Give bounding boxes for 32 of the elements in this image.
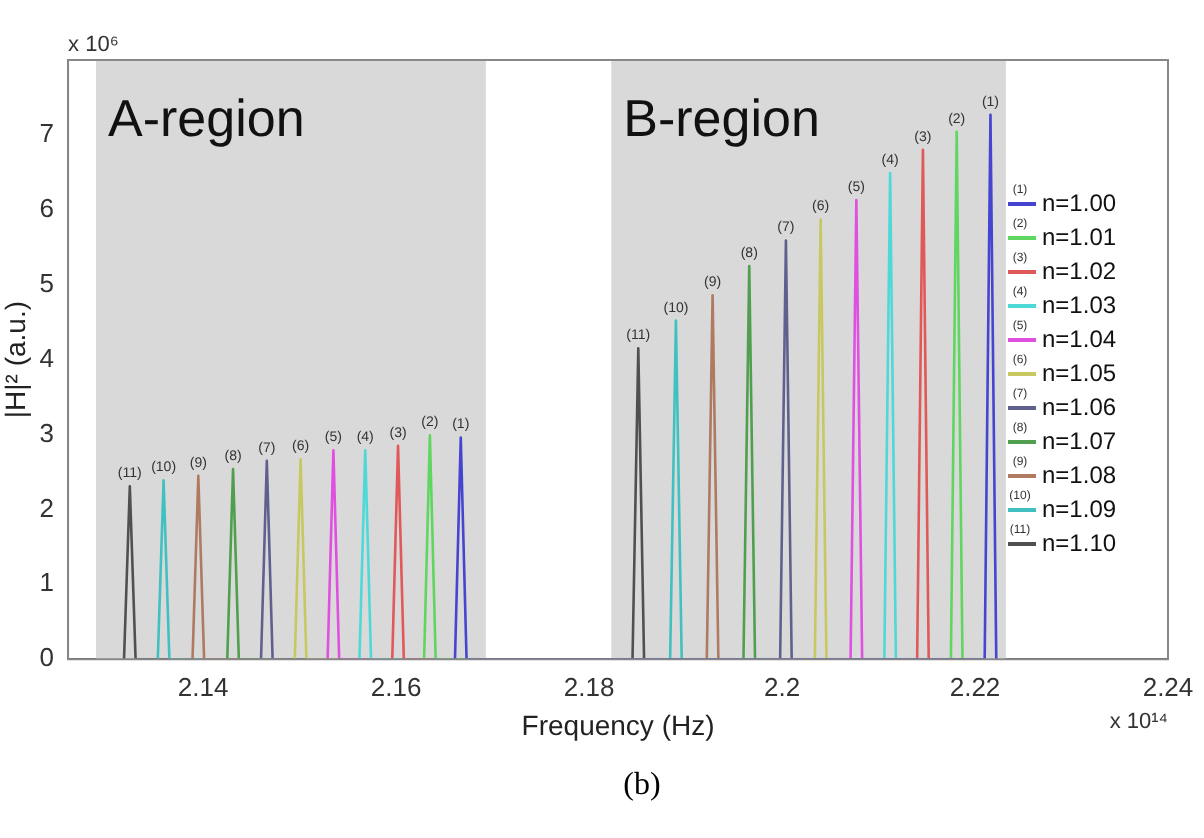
legend-label: n=1.05 <box>1042 358 1117 387</box>
legend-label: n=1.01 <box>1042 222 1117 251</box>
y-tick-label: 0 <box>39 642 55 673</box>
x-tick-label: 2.24 <box>1142 671 1194 702</box>
x-tick-label: 2.18 <box>563 671 615 702</box>
x-axis-title: Frequency (Hz) <box>521 708 715 741</box>
band-label: A-region <box>108 88 305 149</box>
y-tick-label: 2 <box>39 492 55 523</box>
legend-label: n=1.07 <box>1042 426 1117 455</box>
legend-label: n=1.03 <box>1042 290 1117 319</box>
y-tick-label: 5 <box>39 267 55 298</box>
legend-label: n=1.00 <box>1042 188 1117 217</box>
y-tick-label: 1 <box>39 567 55 598</box>
y-tick-label: 3 <box>39 417 55 448</box>
y-tick-label: 6 <box>39 192 55 223</box>
y-tick-label: 7 <box>39 118 55 149</box>
x-tick-label: 2.14 <box>177 671 229 702</box>
legend-label: n=1.02 <box>1042 256 1117 285</box>
y-axis-title: |H|² (a.u.) <box>0 300 31 419</box>
legend-label: n=1.10 <box>1042 528 1117 557</box>
legend-label: n=1.08 <box>1042 460 1117 489</box>
text: (b) <box>621 768 663 804</box>
legend-label: n=1.06 <box>1042 392 1117 421</box>
text: x 10¹⁴ <box>1109 710 1169 735</box>
x-tick-label: 2.16 <box>370 671 422 702</box>
y-tick-label: 4 <box>39 342 55 373</box>
x-tick-label: 2.22 <box>949 671 1001 702</box>
text: x 10⁶ <box>68 33 119 58</box>
legend-label: n=1.04 <box>1042 324 1117 353</box>
legend-label: n=1.09 <box>1042 494 1117 523</box>
x-tick-label: 2.2 <box>763 671 801 702</box>
band-label: B-region <box>623 88 820 149</box>
